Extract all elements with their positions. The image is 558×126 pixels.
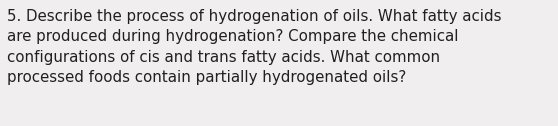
Text: 5. Describe the process of hydrogenation of oils. What fatty acids
are produced : 5. Describe the process of hydrogenation… [7, 9, 501, 85]
